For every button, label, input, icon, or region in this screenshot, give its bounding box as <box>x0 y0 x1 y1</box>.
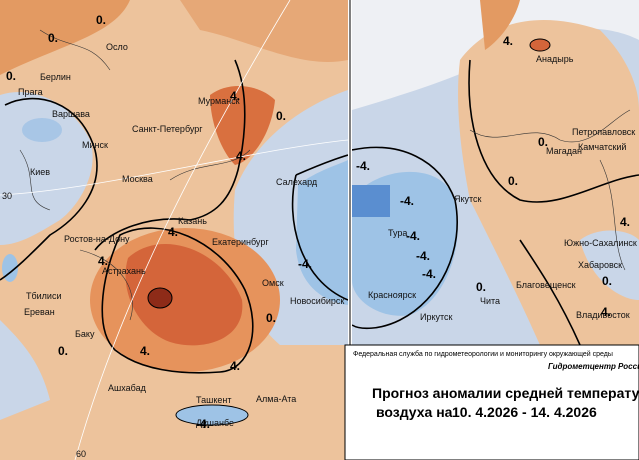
city-label: Омск <box>262 278 284 288</box>
contour-label: 4. <box>601 305 611 319</box>
contour-label: -4. <box>356 159 370 173</box>
city-label: Благовещенск <box>516 280 576 290</box>
contour-label: 0. <box>508 174 518 188</box>
contour-label: 0. <box>476 280 486 294</box>
contour-label: 4. <box>168 225 178 239</box>
left-map <box>0 0 348 460</box>
contour-label: 4. <box>230 89 240 103</box>
contour-label: 4. <box>236 149 246 163</box>
contour-label: -4. <box>298 257 312 271</box>
city-label: Красноярск <box>368 290 416 300</box>
contour-label: 0. <box>266 311 276 325</box>
city-label: Москва <box>122 174 153 184</box>
city-label: Мурманск <box>198 96 240 106</box>
contour-label: 0. <box>602 274 612 288</box>
contour-label: -4. <box>406 229 420 243</box>
city-label: Душанбе <box>196 418 234 428</box>
contour-label: 4. <box>98 254 108 268</box>
city-label: Астрахань <box>102 266 146 276</box>
contour-label: 0. <box>6 69 16 83</box>
center: Гидрометцентр России <box>548 362 639 371</box>
city-label: Хабаровск <box>578 260 622 270</box>
city-label: Салехард <box>276 177 318 187</box>
contour-label: 4. <box>230 359 240 373</box>
title: Прогноз аномалии средней температуры <box>372 385 639 401</box>
city-label: Анадырь <box>536 54 574 64</box>
city-label: Магадан <box>546 146 582 156</box>
city-label: Берлин <box>40 72 71 82</box>
contour-label: 0. <box>276 109 286 123</box>
subtitle: воздуха на <box>376 404 453 420</box>
contour-label: -4. <box>422 267 436 281</box>
city-label: Тбилиси <box>26 291 62 301</box>
city-label: Баку <box>75 329 95 339</box>
contour-label: 0. <box>538 135 548 149</box>
agency: Федеральная служба по гидрометеорологии … <box>353 350 613 358</box>
grid-label: 60 <box>76 449 86 459</box>
contour-label: -4. <box>196 417 210 431</box>
city-label: Новосибирск <box>290 296 344 306</box>
city-label: Иркутск <box>420 312 453 322</box>
contour-label: 4. <box>140 344 150 358</box>
city-label: Чита <box>480 296 500 306</box>
contour-label: 4. <box>503 34 513 48</box>
city-label: Киев <box>30 167 50 177</box>
dates: 10. 4.2026 - 14. 4.2026 <box>452 404 597 420</box>
city-label: Осло <box>106 42 128 52</box>
right-map <box>352 0 639 345</box>
contour-label: 4. <box>620 215 630 229</box>
city-label: Екатеринбург <box>212 237 269 247</box>
city-label: Южно-Сахалинск <box>564 238 637 248</box>
city-label: Алма-Ата <box>256 394 296 404</box>
city-label: Прага <box>18 87 43 97</box>
city-label: Минск <box>82 140 108 150</box>
city-label: Петропавловск <box>572 127 635 137</box>
contour-label: 0. <box>58 344 68 358</box>
city-label: Ереван <box>24 307 55 317</box>
grid-label: 30 <box>2 191 12 201</box>
city-label: Камчатский <box>578 142 626 152</box>
contour-label: -4. <box>400 194 414 208</box>
city-label: Ростов-на-Дону <box>64 234 130 244</box>
city-label: Санкт-Петербург <box>132 124 203 134</box>
contour-label: 0. <box>96 13 106 27</box>
contour-label: -4. <box>416 249 430 263</box>
contour-label: 0. <box>48 31 58 45</box>
city-label: Казань <box>178 216 207 226</box>
city-label: Владивосток <box>576 310 630 320</box>
city-label: Якутск <box>454 194 482 204</box>
city-label: Ашхабад <box>108 383 147 393</box>
city-label: Ташкент <box>196 395 231 405</box>
city-label: Варшава <box>52 109 90 119</box>
city-label: Тура <box>388 228 407 238</box>
